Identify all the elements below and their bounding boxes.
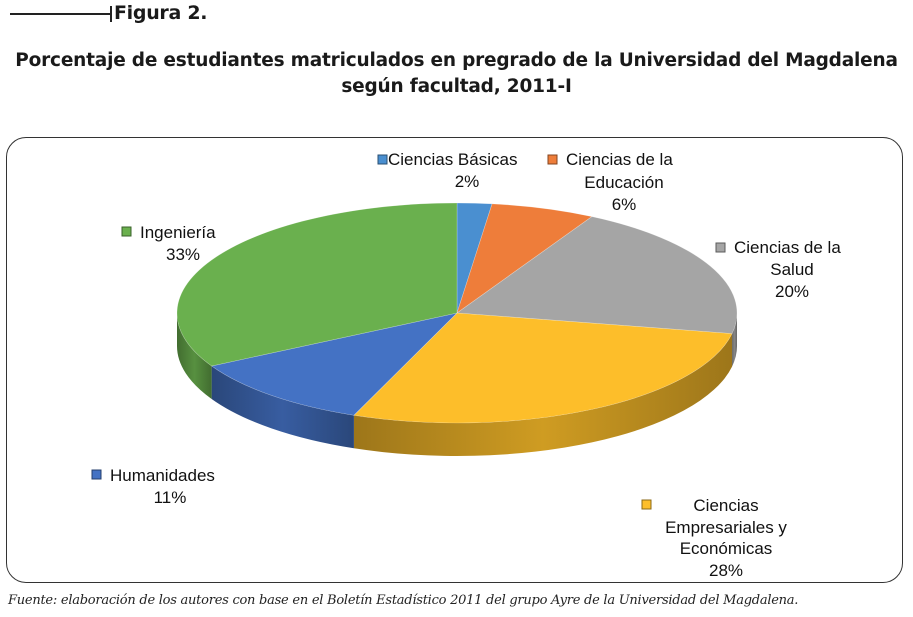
figure-header: Figura 2. bbox=[0, 0, 913, 30]
slice-label-0-line-0: Ciencias Básicas bbox=[388, 150, 517, 169]
source-note: Fuente: elaboración de los autores con b… bbox=[8, 593, 799, 608]
chart-title-line-1: Porcentaje de estudiantes matriculados e… bbox=[15, 50, 898, 71]
legend-marker-4 bbox=[91, 469, 102, 480]
pie-slice-4 bbox=[210, 312, 458, 416]
pie-side-4 bbox=[211, 365, 354, 449]
slice-label-1-line-1: Educación bbox=[584, 173, 663, 192]
slice-label-3-line-0: Ciencias bbox=[693, 496, 758, 515]
pie-slice-2 bbox=[456, 216, 738, 334]
pie-slice-1 bbox=[456, 203, 593, 314]
slice-label-3-line-1: Empresariales y bbox=[665, 518, 787, 537]
figure-rule-tick bbox=[110, 6, 112, 22]
slice-label-4-line-0: Humanidades bbox=[110, 466, 215, 485]
chart-title: Porcentaje de estudiantes matriculados e… bbox=[0, 48, 913, 100]
pie-slice-3 bbox=[353, 312, 733, 424]
slice-value-label-5: 33% bbox=[166, 245, 200, 264]
pie-side-5 bbox=[177, 313, 212, 399]
pie-label-group-5: Ingeniería 33% bbox=[121, 223, 216, 264]
pie-label-group-4: Humanidades 11% bbox=[91, 466, 215, 507]
slice-value-label-2: 20% bbox=[775, 282, 809, 301]
pie-label-group-3: Ciencias Empresariales y Económicas 28% bbox=[641, 496, 787, 580]
slice-label-3-line-2: Económicas bbox=[680, 539, 773, 558]
slice-value-label-1: 6% bbox=[612, 195, 637, 214]
pie-slice-5 bbox=[176, 202, 458, 367]
figure-label: Figura 2. bbox=[114, 2, 208, 24]
slice-value-label-0: 2% bbox=[455, 172, 480, 191]
pie-side-2 bbox=[732, 313, 737, 367]
legend-marker-5 bbox=[121, 226, 132, 237]
slice-value-label-4: 11% bbox=[154, 488, 187, 507]
slice-value-label-3: 28% bbox=[709, 561, 743, 580]
legend-marker-2 bbox=[715, 242, 726, 253]
pie-slice-0 bbox=[456, 202, 493, 314]
pie-label-group-1: Ciencias de la Educación 6% bbox=[547, 150, 673, 214]
slice-label-1-line-0: Ciencias de la bbox=[566, 150, 673, 169]
legend-marker-1 bbox=[547, 154, 558, 165]
pie-label-group-0: Ciencias Básicas 2% bbox=[377, 150, 517, 191]
chart-frame bbox=[6, 137, 903, 583]
chart-title-line-2: según facultad, 2011-I bbox=[341, 76, 572, 97]
legend-marker-3 bbox=[641, 499, 652, 510]
pie-label-group-2: Ciencias de la Salud 20% bbox=[715, 238, 841, 301]
legend-marker-0 bbox=[377, 154, 388, 165]
pie-side-3 bbox=[353, 333, 733, 456]
figure-rule bbox=[10, 13, 110, 15]
slice-label-5-line-0: Ingeniería bbox=[140, 223, 216, 242]
slice-label-2-line-0: Ciencias de la bbox=[734, 238, 841, 257]
slice-label-2-line-1: Salud bbox=[770, 260, 813, 279]
